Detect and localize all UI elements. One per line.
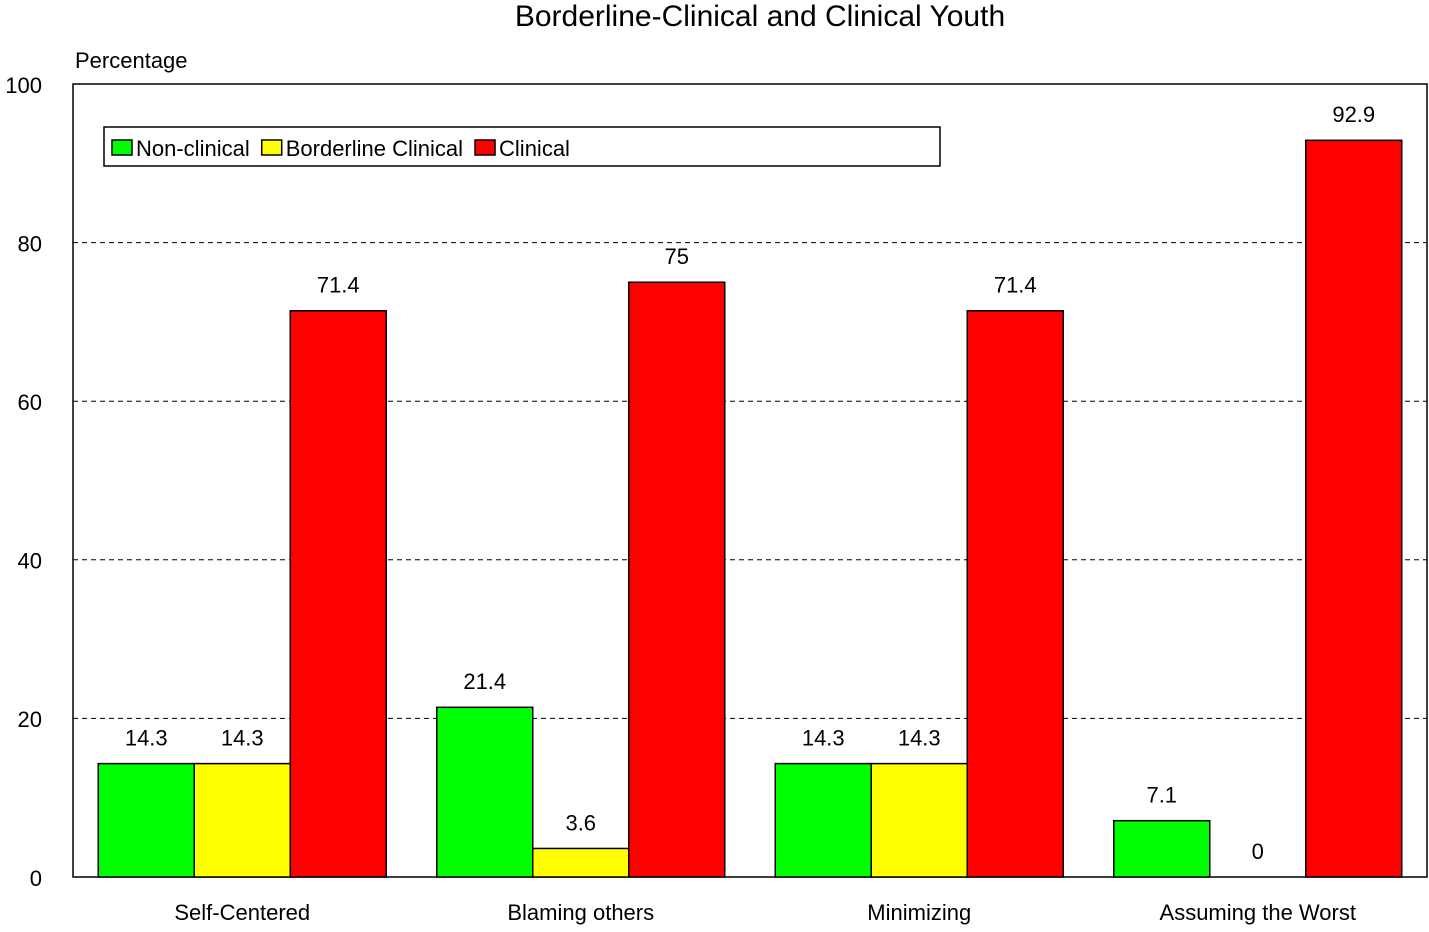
legend-swatch xyxy=(260,139,283,156)
value-label: 3.6 xyxy=(565,810,596,835)
y-tick-label: 0 xyxy=(30,866,42,891)
bar xyxy=(97,762,195,878)
y-tick-label: 40 xyxy=(18,549,42,574)
y-tick-label: 100 xyxy=(5,73,42,98)
bar xyxy=(289,310,387,878)
value-label: 7.1 xyxy=(1146,783,1177,808)
bar xyxy=(1305,139,1403,878)
bar xyxy=(966,310,1064,878)
value-label: 92.9 xyxy=(1332,102,1375,127)
x-tick-label: Self-Centered xyxy=(174,900,310,925)
legend-label: Clinical xyxy=(499,136,570,161)
value-label: 14.3 xyxy=(802,725,845,750)
bar xyxy=(1113,819,1211,878)
y-tick-label: 80 xyxy=(18,231,42,256)
x-tick-label: Assuming the Worst xyxy=(1160,900,1356,925)
bar xyxy=(532,847,630,878)
x-tick-label: Blaming others xyxy=(507,900,654,925)
x-tick-label: Minimizing xyxy=(867,900,971,925)
legend-swatch xyxy=(474,139,496,156)
bar xyxy=(193,762,291,878)
plot-frame xyxy=(72,83,1428,878)
legend-label: Borderline Clinical xyxy=(286,136,463,161)
value-label: 71.4 xyxy=(317,273,360,298)
bar xyxy=(870,762,968,878)
y-tick-label: 60 xyxy=(18,390,42,415)
value-label: 14.3 xyxy=(221,725,264,750)
value-label: 75 xyxy=(665,244,689,269)
bar xyxy=(436,706,534,878)
value-label: 71.4 xyxy=(994,273,1037,298)
bar xyxy=(774,762,872,878)
y-tick-label: 20 xyxy=(18,707,42,732)
bar xyxy=(628,281,726,878)
chart-title: Borderline-Clinical and Clinical Youth xyxy=(515,0,1005,33)
legend-box xyxy=(103,126,941,167)
value-label: 14.3 xyxy=(125,725,168,750)
y-axis-label: Percentage xyxy=(75,48,188,73)
value-label: 0 xyxy=(1252,839,1264,864)
legend-label: Non-clinical xyxy=(136,136,250,161)
legend-swatch xyxy=(111,139,133,156)
value-label: 21.4 xyxy=(463,669,506,694)
value-label: 14.3 xyxy=(898,725,941,750)
